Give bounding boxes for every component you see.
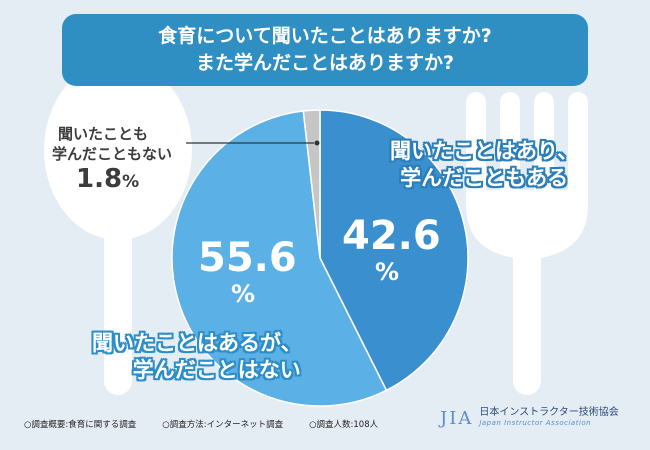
title-line-2: また学んだことはありますか? (195, 52, 455, 74)
pie-slice-heard-not-learned (171, 110, 388, 407)
brand-text: 日本インストラクター技術協会 Japan Instructor Associat… (479, 407, 618, 429)
callout-dot (314, 140, 320, 146)
slice-label-line: 学んだこともない (52, 145, 173, 163)
pie-slice-never-heard (302, 109, 321, 259)
percent-value: 55.6 (198, 235, 297, 281)
survey-overview: ○調査概要:食育に関する調査 (24, 420, 137, 430)
fork-tine (568, 92, 588, 212)
spoon-bowl (44, 60, 192, 240)
slice-label-line: 聞いたことも (58, 125, 149, 143)
percent-sign: % (374, 258, 400, 286)
fork-tine (534, 92, 554, 212)
survey-size: ○調査人数:108人 (309, 420, 379, 430)
fork-tine (500, 92, 520, 212)
slice-label-line: 学んだこともある (400, 166, 569, 190)
title-banner: 食育について聞いたことはありますか? また学んだことはありますか? (62, 14, 588, 86)
survey-method: ○調査方法:インターネット調査 (162, 420, 284, 430)
slice-label-heard-not-learned: 聞いたことはあるが、 学んだことはない (92, 330, 302, 384)
slice-label-line: 聞いたことはあり、 (390, 139, 579, 163)
percent-value: 1.8 (76, 164, 123, 194)
fork-tine (466, 92, 486, 212)
percent-sign: % (122, 172, 140, 192)
slice-percent-never-heard: 1.8% (52, 164, 172, 197)
slice-label-line: 学んだことはない (132, 358, 301, 382)
brand-logo: JIA 日本インストラクター技術協会 Japan Instructor Asso… (440, 405, 619, 431)
brand-subtitle: Japan Instructor Association (479, 419, 592, 427)
fork-neck (466, 190, 588, 258)
fork-handle (513, 230, 541, 395)
slice-label-line: 聞いたことはあるが、 (92, 331, 302, 355)
slice-label-never-heard: 聞いたことも 学んだこともない 1.8% (52, 124, 172, 197)
percent-sign: % (230, 280, 256, 308)
brand-mark: JIA (440, 407, 474, 429)
spoon-handle (104, 220, 132, 395)
pie-slice-heard-and-learned (319, 109, 469, 392)
percent-value: 42.6 (342, 213, 441, 259)
brand-name: 日本インストラクター技術協会 (479, 407, 619, 418)
slice-label-heard-and-learned: 聞いたことはあり、 学んだこともある (390, 138, 578, 192)
survey-notes: ○調査概要:食育に関する調査 ○調査方法:インターネット調査 ○調査人数:108… (24, 418, 378, 430)
title-line-1: 食育について聞いたことはありますか? (158, 25, 492, 47)
slice-percent-heard-and-learned: 42.6 % (342, 213, 441, 286)
slice-percent-heard-not-learned: 55.6 % (198, 235, 297, 308)
